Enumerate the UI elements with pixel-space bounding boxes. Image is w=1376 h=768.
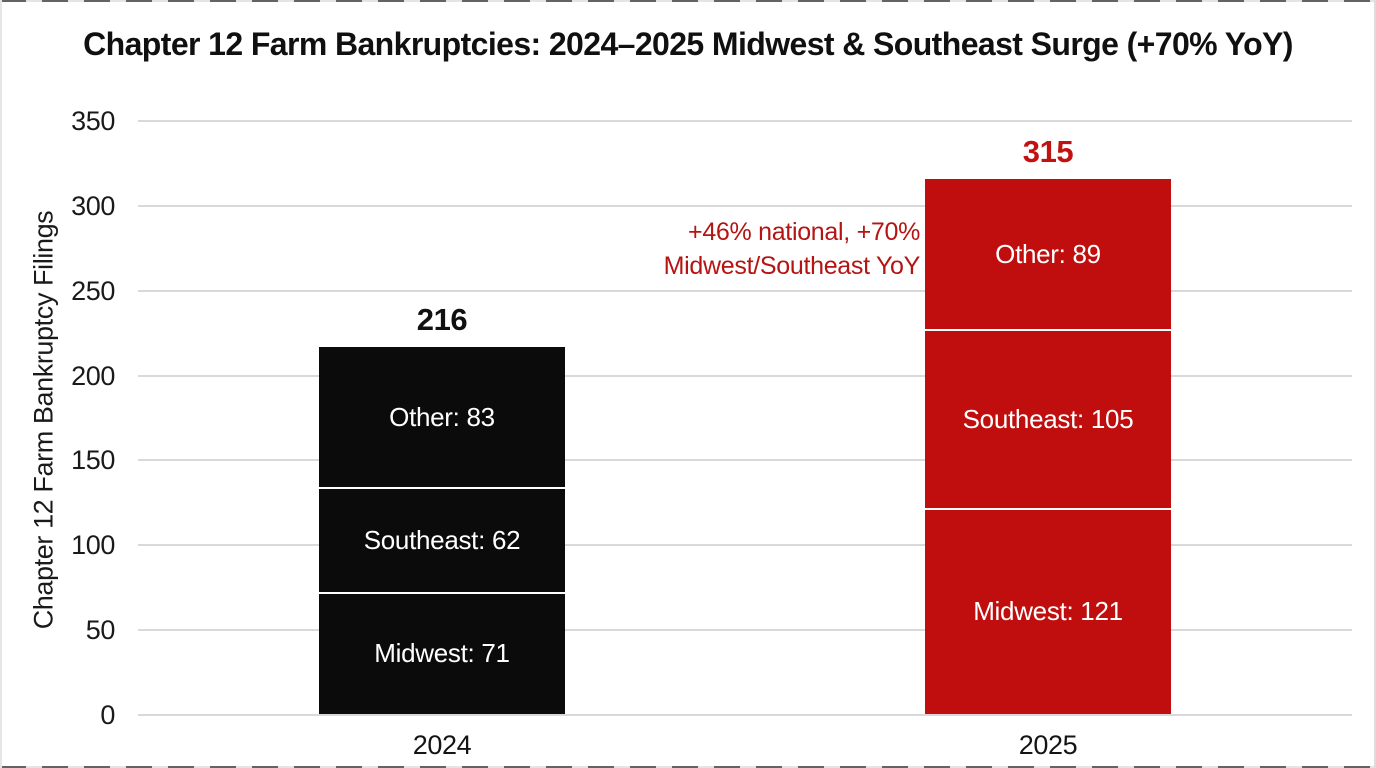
y-tick-label-350: 350	[71, 106, 115, 136]
annotation: +46% national, +70% Midwest/Southeast Yo…	[663, 215, 921, 283]
bar-total-2024: 216	[416, 302, 468, 338]
y-tick-label-150: 150	[71, 445, 115, 475]
bar-segment-midwest-2024: Midwest: 71	[374, 638, 510, 669]
x-tick-label-2024: 2024	[412, 730, 472, 760]
bar-segment-midwest-2025: Midwest: 121	[973, 595, 1123, 626]
bar-2024: Midwest: 71 Southeast: 62 Other: 83	[319, 347, 565, 714]
y-tick-label-250: 250	[71, 276, 115, 306]
segment-separator	[925, 329, 1171, 332]
frame-edge-right	[1374, 0, 1376, 768]
y-tick-label-50: 50	[85, 615, 116, 645]
bar-2025: Midwest: 121 Southeast: 105 Other: 89	[925, 179, 1171, 714]
x-tick-label-2025: 2025	[1018, 730, 1078, 760]
gridline-150	[138, 459, 1352, 461]
y-tick-label-100: 100	[71, 530, 115, 560]
bar-segment-southeast-2024: Southeast: 62	[363, 525, 521, 556]
y-tick-label-300: 300	[71, 191, 115, 221]
chart-title: Chapter 12 Farm Bankruptcies: 2024–2025 …	[83, 26, 1293, 62]
bar-segment-other-2024: Other: 83	[389, 402, 495, 433]
y-tick-label-0: 0	[100, 700, 115, 730]
annotation-line-1: +46% national, +70%	[688, 218, 920, 246]
frame-edge-bottom	[0, 766, 1376, 768]
y-tick-label-200: 200	[71, 361, 115, 391]
gridline-350	[138, 120, 1352, 122]
gridline-0	[138, 714, 1352, 716]
gridline-100	[138, 544, 1352, 546]
y-axis-label: Chapter 12 Farm Bankruptcy Filings	[28, 210, 59, 630]
bar-segment-other-2025: Other: 89	[995, 239, 1101, 270]
segment-separator	[925, 507, 1171, 510]
frame-edge-top	[0, 0, 1376, 2]
gridline-50	[138, 629, 1352, 631]
gridline-200	[138, 375, 1352, 377]
segment-separator	[319, 487, 565, 490]
gridline-300	[138, 205, 1352, 207]
segment-separator	[319, 592, 565, 595]
bar-segment-southeast-2025: Southeast: 105	[962, 404, 1134, 435]
annotation-line-2: Midwest/Southeast YoY	[663, 252, 921, 280]
gridline-250	[138, 290, 1352, 292]
frame-edge-left	[0, 0, 2, 768]
bar-total-2025: 315	[1022, 134, 1074, 170]
